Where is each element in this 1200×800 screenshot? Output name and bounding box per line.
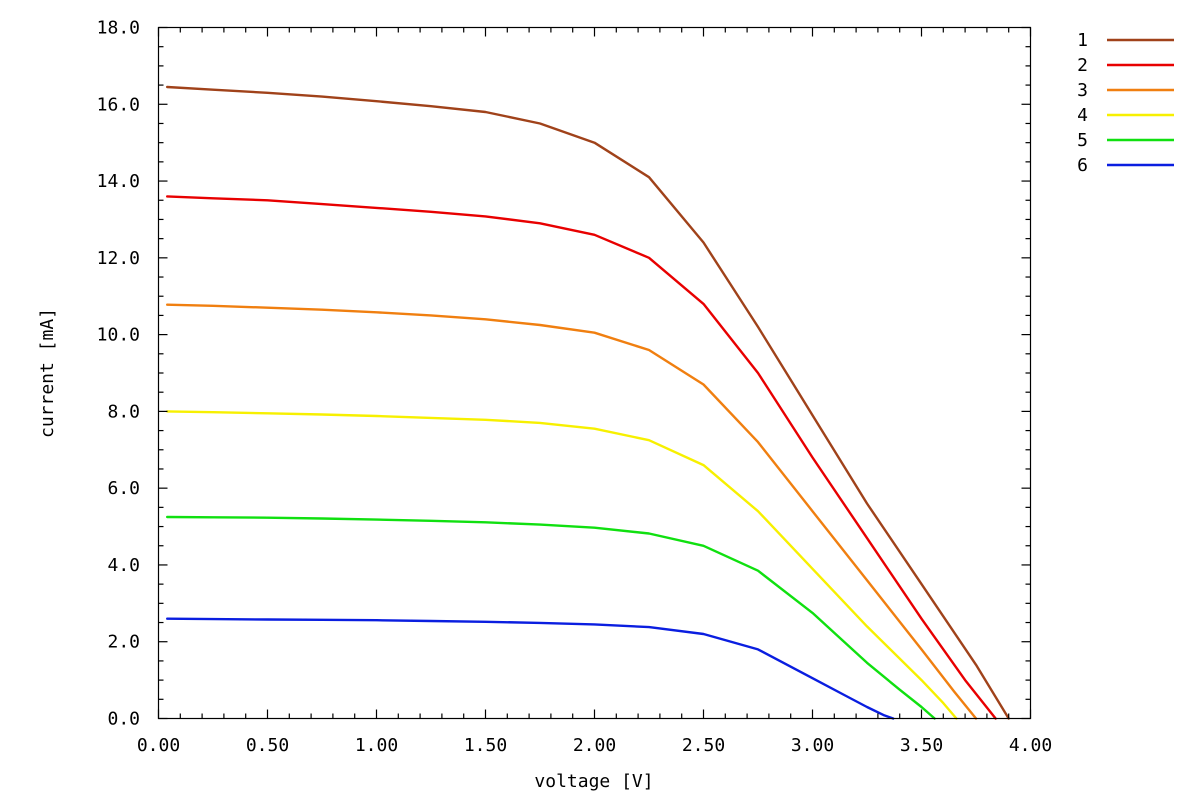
y-tick-label: 4.0 xyxy=(107,555,140,576)
x-tick-labels: 0.00 0.50 1.00 1.50 2.00 2.50 3.00 3.50 4.00 xyxy=(137,735,1052,756)
x-tick-label: 3.00 xyxy=(791,735,834,756)
x-axis-label: voltage [V] xyxy=(534,771,653,792)
plot-frame xyxy=(157,26,1032,720)
x-tick-label: 0.00 xyxy=(137,735,180,756)
legend-label-5: 5 xyxy=(1077,130,1088,151)
y-tick-label: 14.0 xyxy=(97,171,140,192)
series-line-2 xyxy=(165,195,997,720)
y-tick-label: 0.0 xyxy=(107,709,140,730)
x-tick-label: 0.50 xyxy=(246,735,289,756)
legend-label-4: 4 xyxy=(1077,105,1088,126)
x-tick-label: 1.00 xyxy=(355,735,398,756)
series-line-3 xyxy=(165,303,978,720)
y-tick-label: 18.0 xyxy=(97,18,140,39)
y-tick-label: 10.0 xyxy=(97,325,140,346)
y-tick-label: 8.0 xyxy=(107,401,140,422)
series-line-6 xyxy=(165,617,895,720)
x-tick-label: 1.50 xyxy=(464,735,507,756)
legend: 1 2 3 4 5 6 xyxy=(1077,30,1174,176)
legend-label-1: 1 xyxy=(1077,30,1088,51)
legend-label-6: 6 xyxy=(1077,155,1088,176)
series-line-4 xyxy=(165,410,958,720)
y-tick-labels: 0.0 2.0 4.0 6.0 8.0 10.0 12.0 14.0 16.0 18.0 xyxy=(97,18,140,730)
x-tick-label: 3.50 xyxy=(900,735,943,756)
series-layer xyxy=(165,85,1010,720)
y-tick-label: 16.0 xyxy=(97,94,140,115)
x-tick-label: 4.00 xyxy=(1009,735,1052,756)
x-tick-label: 2.50 xyxy=(682,735,725,756)
y-tick-label: 12.0 xyxy=(97,248,140,269)
x-tick-label: 2.00 xyxy=(573,735,616,756)
tick-layer xyxy=(157,26,1032,720)
y-axis-label: current [mA] xyxy=(37,308,58,438)
series-line-5 xyxy=(165,515,936,720)
y-tick-label: 2.0 xyxy=(107,632,140,653)
legend-label-3: 3 xyxy=(1077,80,1088,101)
legend-label-2: 2 xyxy=(1077,55,1088,76)
series-line-1 xyxy=(165,85,1010,720)
y-tick-label: 6.0 xyxy=(107,478,140,499)
